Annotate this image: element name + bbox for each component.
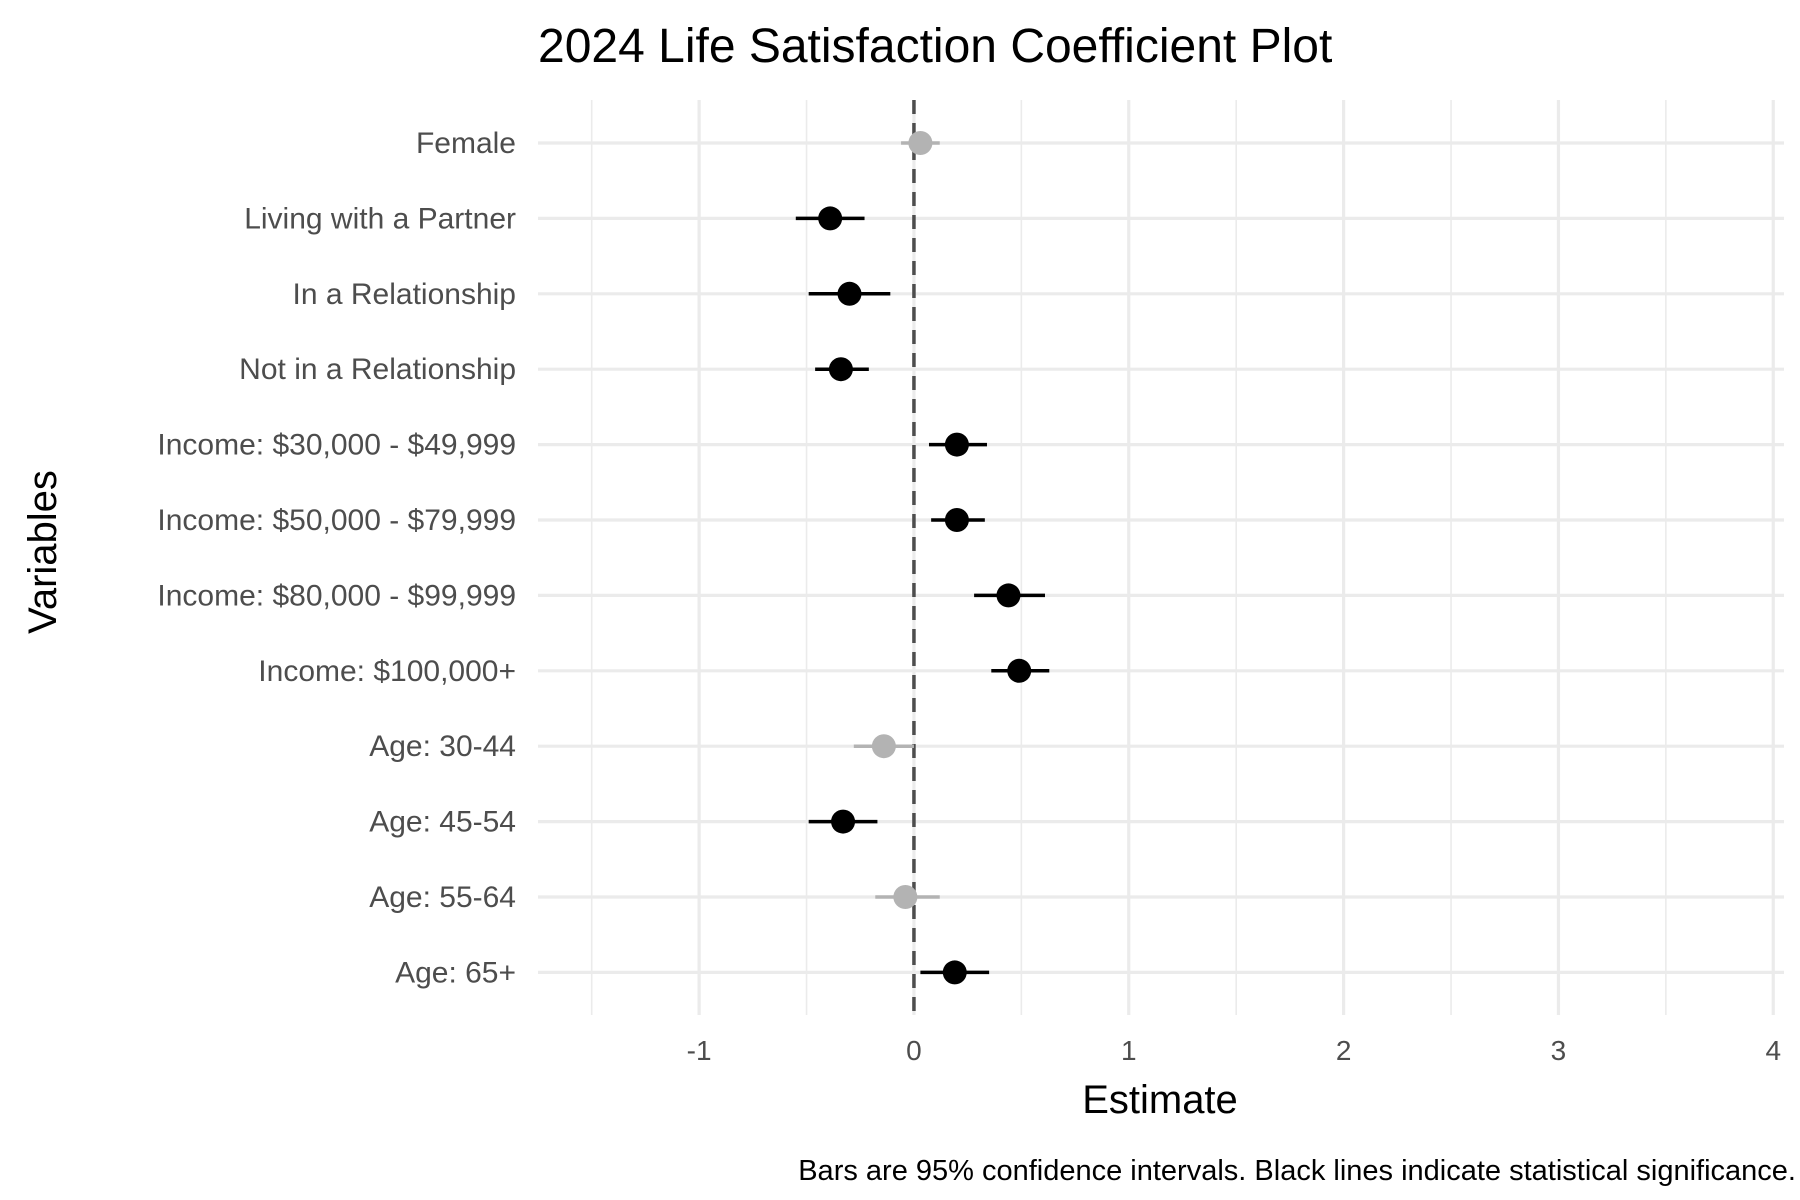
x-axis-title: Estimate <box>1082 1078 1238 1122</box>
estimate-point <box>828 357 853 382</box>
estimate-point <box>944 432 969 457</box>
confidence-intervals <box>795 141 1050 975</box>
category-label: Living with a Partner <box>244 202 516 235</box>
estimate-point <box>944 508 969 532</box>
category-label: Age: 55-64 <box>369 881 516 914</box>
estimate-points <box>818 131 1032 985</box>
estimate-point <box>996 583 1021 608</box>
category-label: In a Relationship <box>293 278 516 311</box>
x-tick-label: 3 <box>1551 1035 1567 1066</box>
x-tick-label: 1 <box>1121 1035 1137 1066</box>
chart-title: 2024 Life Satisfaction Coefficient Plot <box>538 20 1332 73</box>
x-tick-label: 2 <box>1336 1035 1352 1066</box>
estimate-point <box>908 131 933 155</box>
category-label: Age: 45-54 <box>369 806 516 839</box>
grid <box>538 100 1784 1015</box>
estimate-point <box>871 734 896 759</box>
category-label: Income: $50,000 - $79,999 <box>157 504 516 537</box>
estimate-point <box>942 960 967 985</box>
estimate-point <box>893 885 918 909</box>
y-axis-title: Variables <box>21 470 65 634</box>
category-label: Age: 65+ <box>395 956 516 989</box>
x-tick-labels: -1 0 1 2 3 4 <box>687 1035 1781 1066</box>
estimate-point <box>818 206 843 231</box>
category-labels: Female Living with a Partner In a Relation… <box>157 127 516 989</box>
x-tick-label: 4 <box>1765 1035 1781 1066</box>
estimate-point <box>831 809 856 834</box>
x-tick-label: -1 <box>687 1035 712 1066</box>
category-label: Not in a Relationship <box>239 353 516 386</box>
category-label: Income: $30,000 - $49,999 <box>157 429 516 462</box>
x-tick-label: 0 <box>906 1035 922 1066</box>
category-label: Income: $100,000+ <box>258 655 516 688</box>
category-label: Female <box>416 127 516 160</box>
estimate-point <box>1007 658 1032 683</box>
category-label: Income: $80,000 - $99,999 <box>157 579 516 612</box>
chart-caption: Bars are 95% confidence intervals. Black… <box>798 1155 1796 1187</box>
estimate-point <box>837 281 862 306</box>
category-label: Age: 30-44 <box>369 730 516 763</box>
